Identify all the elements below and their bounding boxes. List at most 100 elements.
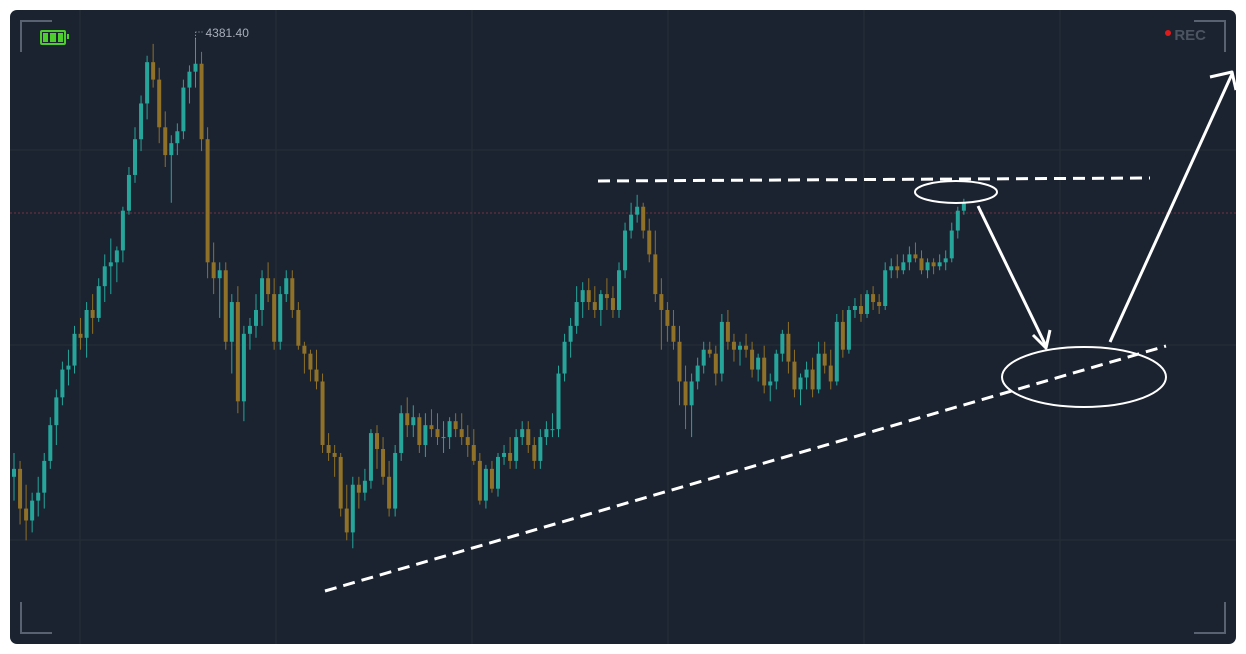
candle-body [429,425,434,430]
candle-body [465,437,470,446]
candle-body [326,445,331,453]
candle-body [629,214,634,231]
high-price-label: 4381.40 [206,26,250,40]
candle-body [84,309,89,338]
candle-body [677,341,682,382]
candles-group [12,31,966,549]
candle-body [471,445,476,461]
candle-body [562,341,567,374]
candle-body [574,302,579,326]
candle-body [296,309,301,346]
candle-body [931,262,936,267]
candle-body [36,492,41,501]
viewfinder-corner-top-right [1194,20,1226,52]
rec-indicator: REC [1165,27,1206,44]
candle-body [417,417,422,446]
candle-body [229,302,234,342]
annotations-group [324,70,1236,593]
candle-body [60,369,65,398]
candle-body [586,290,591,303]
candle-body [762,357,767,386]
candle-body [290,278,295,310]
candle-body [907,254,912,263]
candle-body [114,250,119,263]
candle-body [738,345,742,350]
candle-body [949,230,954,259]
arrow-down-shaft [976,205,1048,347]
candle-body [526,429,531,446]
candle-body [604,294,609,299]
candle-body [689,381,694,406]
candle-body [405,413,410,426]
candle-body [913,254,918,259]
candle-body [350,484,355,533]
candlestick-chart: 4381.40 [10,10,1236,644]
candle-body [822,353,827,366]
candle-body [895,266,900,271]
candle-body [653,254,658,295]
candle-body [556,373,561,430]
candle-body [375,433,379,449]
candle-body [308,353,313,370]
candle-body [816,353,821,390]
candle-body [943,258,948,263]
candle-body [211,262,216,279]
candle-body [731,341,736,350]
candle-body [266,278,271,295]
candle-body [774,353,779,382]
candle-body [247,325,252,334]
candle-body [90,309,95,318]
candle-body [641,206,646,231]
candle-body [447,421,452,438]
candle-body [120,210,125,251]
candle-body [145,62,150,104]
chart-frame: 4381.40 REC [10,10,1236,644]
candle-body [42,460,47,493]
candle-body [489,468,494,489]
candle-body [163,127,168,156]
candle-body [580,290,585,303]
candle-body [108,262,113,267]
candle-body [514,437,519,461]
candle-body [768,381,773,386]
candle-body [199,63,204,140]
candle-body [786,333,791,362]
candle-body [937,262,942,267]
candle-body [707,349,712,354]
candle-body [205,139,210,263]
candle-body [846,309,851,350]
candle-body [72,333,77,366]
candle-body [750,349,755,370]
candle-body [387,476,392,509]
candle-body [834,321,839,382]
candle-body [217,270,222,279]
candle-body [955,210,960,231]
candle-body [744,345,749,350]
candle-body [659,294,664,310]
candle-body [399,413,404,453]
record-dot-icon [1165,29,1172,36]
candle-body [441,437,446,439]
candle-body [901,262,906,271]
candle-body [877,302,882,307]
candle-body [12,468,16,477]
candle-body [695,365,700,382]
candle-body [362,480,367,493]
rec-label: REC [1174,27,1206,44]
candle-body [332,452,337,457]
candle-body [550,429,555,431]
candle-body [411,417,416,426]
candle-body [780,333,785,354]
candle-body [623,230,628,271]
candle-body [665,309,670,326]
candle-body [187,71,192,88]
candle-body [683,381,688,406]
candle-body [344,508,349,533]
candle-body [617,270,621,310]
battery-icon [40,30,69,45]
candle-body [828,365,833,382]
candle-body [169,143,174,156]
candle-body [725,321,730,342]
candle-body [66,365,71,370]
candle-body [508,452,513,461]
